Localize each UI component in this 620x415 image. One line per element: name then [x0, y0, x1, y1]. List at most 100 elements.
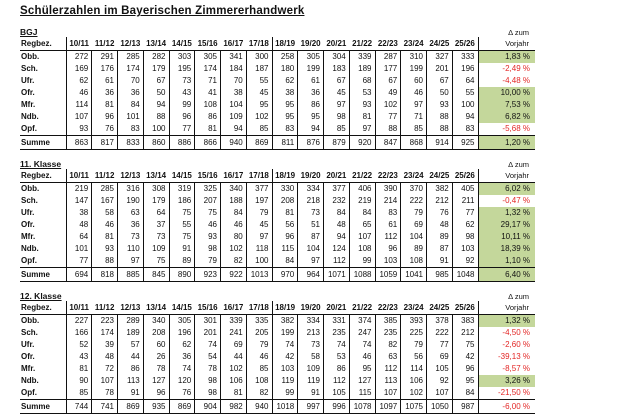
value-cell: 99: [349, 255, 376, 268]
region-label: Summe: [20, 399, 67, 414]
value-cell: 127: [143, 375, 170, 387]
value-cell: 75: [452, 339, 479, 351]
region-label: Sch.: [20, 327, 67, 339]
value-cell: 84: [220, 207, 247, 219]
value-cell: 107: [375, 387, 402, 400]
year-column-header: 18/19: [271, 301, 298, 315]
year-column-header: 11/12: [91, 169, 118, 183]
delta-cell: 6,02 %: [478, 182, 535, 195]
value-cell: 176: [91, 63, 118, 75]
value-cell: 282: [143, 50, 170, 63]
table-row: Sch. 166 174 189 208 196 201 241 205 199 213 235 247…: [20, 327, 535, 339]
value-cell: 258: [272, 50, 299, 63]
value-cell: 73: [117, 231, 144, 243]
delta-cell: 1,32 %: [478, 314, 535, 327]
value-cell: 96: [452, 363, 479, 375]
value-cell: 97: [246, 231, 273, 243]
value-cell: 189: [117, 327, 144, 339]
value-cell: 62: [169, 339, 196, 351]
value-cell: 177: [375, 63, 402, 75]
value-cell: 1075: [400, 399, 427, 414]
value-cell: 70: [117, 75, 144, 87]
value-cell: 235: [323, 327, 350, 339]
value-cell: 96: [91, 111, 118, 123]
value-cell: 1013: [246, 267, 273, 282]
report-title: Schülerzahlen im Bayerischen Zimmererhan…: [20, 5, 305, 17]
value-cell: 305: [297, 50, 324, 63]
year-column-header: 22/23: [375, 169, 401, 183]
value-cell: 95: [246, 99, 273, 111]
value-cell: 114: [400, 363, 427, 375]
delta-cell: -6,00 %: [478, 399, 535, 414]
value-cell: 95: [452, 375, 479, 387]
value-cell: 1059: [375, 267, 402, 282]
value-cell: 89: [169, 255, 196, 268]
value-cell: 81: [220, 387, 247, 400]
value-cell: 374: [349, 314, 376, 327]
value-cell: 147: [66, 195, 93, 207]
value-cell: 48: [66, 219, 93, 231]
value-cell: 71: [194, 75, 221, 87]
delta-cell: 6,82 %: [478, 111, 535, 123]
value-cell: 214: [375, 195, 402, 207]
value-cell: 83: [452, 123, 479, 136]
region-label: Opf.: [20, 255, 67, 268]
region-label: Summe: [20, 135, 67, 150]
value-cell: 863: [66, 135, 93, 150]
value-cell: 301: [194, 314, 221, 327]
year-column-header: 16/17: [220, 37, 247, 51]
value-cell: 55: [246, 75, 273, 87]
value-cell: 79: [400, 207, 427, 219]
value-cell: 1078: [349, 399, 376, 414]
value-cell: 73: [297, 339, 324, 351]
value-cell: 81: [66, 363, 93, 375]
value-cell: 325: [194, 182, 221, 195]
value-cell: 36: [297, 87, 324, 99]
value-cell: 46: [246, 351, 273, 363]
value-cell: 48: [323, 219, 350, 231]
value-cell: 78: [194, 363, 221, 375]
value-cell: 61: [375, 219, 402, 231]
year-column-header: 14/15: [169, 301, 195, 315]
value-cell: 860: [143, 135, 170, 150]
value-cell: 166: [66, 327, 93, 339]
value-cell: 38: [66, 207, 93, 219]
header-row: Regbez. 10/11 11/12 12/13 13/14 14/15 15/16 16/…: [20, 301, 535, 315]
value-cell: 85: [246, 363, 273, 375]
value-cell: 406: [349, 182, 376, 195]
value-cell: 46: [91, 219, 118, 231]
value-cell: 866: [194, 135, 221, 150]
value-cell: 114: [66, 99, 93, 111]
value-cell: 88: [375, 123, 402, 136]
year-column-header: 14/15: [169, 169, 195, 183]
year-column-header: 17/18: [246, 301, 272, 315]
year-column-header: 18/19: [271, 37, 298, 51]
value-cell: 75: [169, 207, 196, 219]
value-cell: 90: [66, 375, 93, 387]
value-cell: 197: [246, 195, 273, 207]
value-cell: 940: [246, 399, 273, 414]
value-cell: 67: [375, 75, 402, 87]
value-cell: 340: [220, 182, 247, 195]
value-cell: 109: [220, 111, 247, 123]
value-cell: 385: [375, 314, 402, 327]
value-cell: 914: [426, 135, 453, 150]
value-cell: 997: [297, 399, 324, 414]
table-row: Ufr. 62 61 70 67 73 71 70 55 62 61 67 68 67 60 67 64 -4,4…: [20, 75, 535, 87]
value-cell: 223: [91, 314, 118, 327]
value-cell: 885: [117, 267, 144, 282]
value-cell: 95: [349, 363, 376, 375]
value-cell: 95: [272, 99, 299, 111]
value-cell: 289: [117, 314, 144, 327]
value-cell: 78: [143, 363, 170, 375]
year-column-header: 25/26: [452, 37, 478, 51]
value-cell: 104: [297, 243, 324, 255]
value-cell: 101: [66, 243, 93, 255]
value-cell: 340: [143, 314, 170, 327]
value-cell: 339: [220, 314, 247, 327]
value-cell: 925: [452, 135, 479, 150]
value-cell: 113: [375, 375, 402, 387]
year-column-header: 18/19: [271, 169, 298, 183]
region-label: Ofr.: [20, 351, 67, 363]
value-cell: 88: [426, 111, 453, 123]
